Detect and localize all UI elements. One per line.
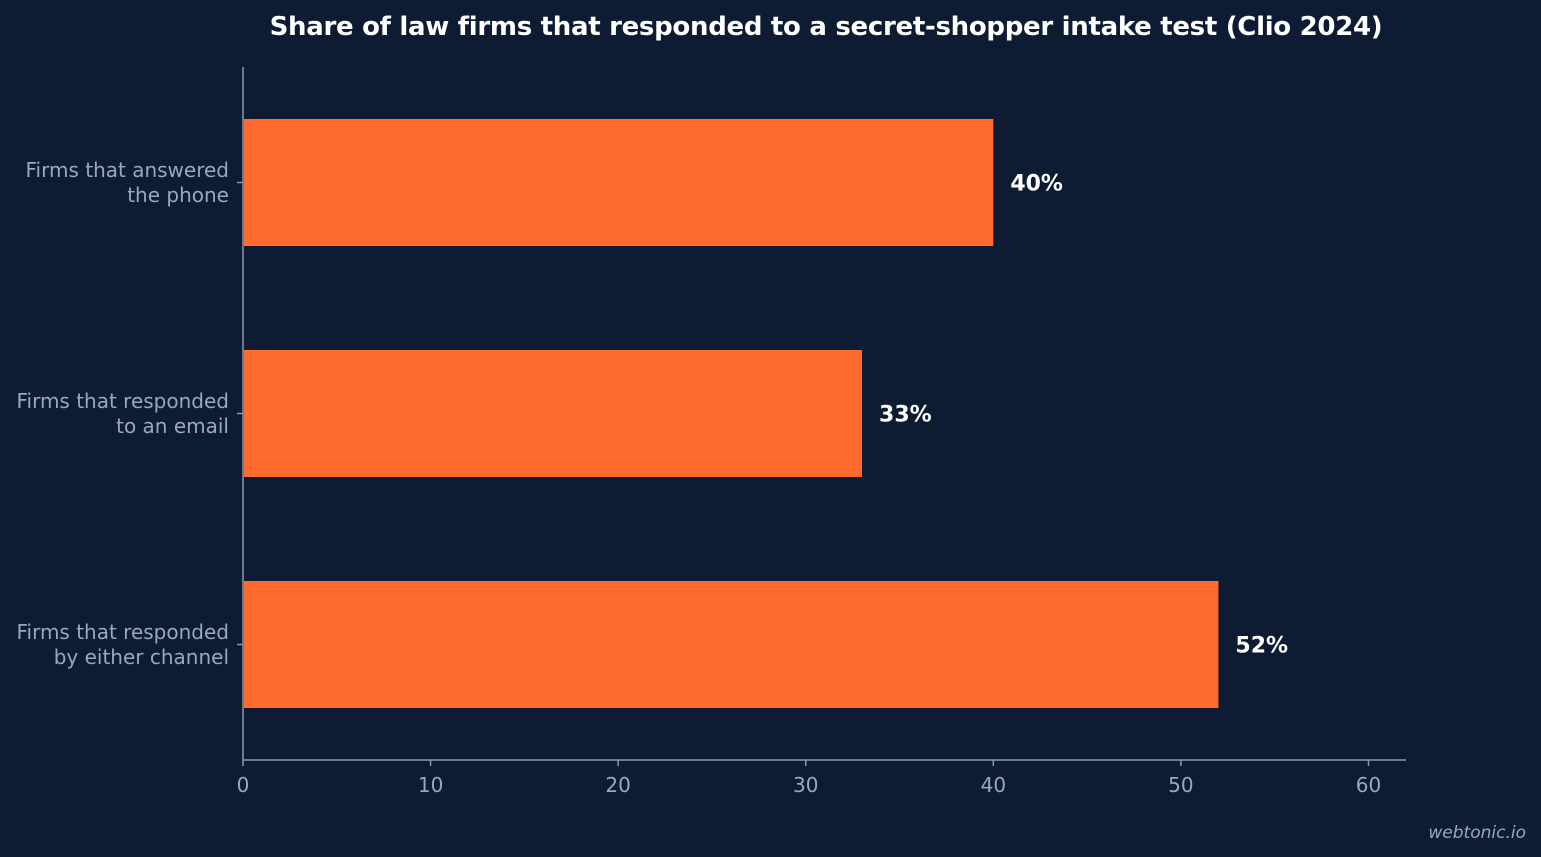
- x-tick-label-10: 10: [418, 773, 443, 797]
- x-tick-label-20: 20: [605, 773, 630, 797]
- value-label-3: 52%: [1235, 634, 1288, 659]
- value-label-2: 33%: [879, 403, 932, 428]
- category-label-1: Firms that answered the phone: [25, 158, 229, 207]
- x-tick-label-0: 0: [237, 773, 250, 797]
- category-label-3: Firms that responded by either channel: [16, 620, 229, 669]
- category-label-2: Firms that responded to an email: [16, 389, 229, 438]
- chart-title: Share of law firms that responded to a s…: [269, 12, 1383, 42]
- x-tick-label-30: 30: [793, 773, 818, 797]
- bar-2: [244, 349, 863, 478]
- x-tick-label-60: 60: [1356, 773, 1381, 797]
- x-tick-label-40: 40: [981, 773, 1006, 797]
- bar-3: [244, 580, 1219, 709]
- value-label-1: 40%: [1010, 172, 1063, 197]
- watermark: webtonic.io: [1428, 823, 1526, 843]
- bar-1: [244, 118, 994, 247]
- x-tick-label-50: 50: [1168, 773, 1193, 797]
